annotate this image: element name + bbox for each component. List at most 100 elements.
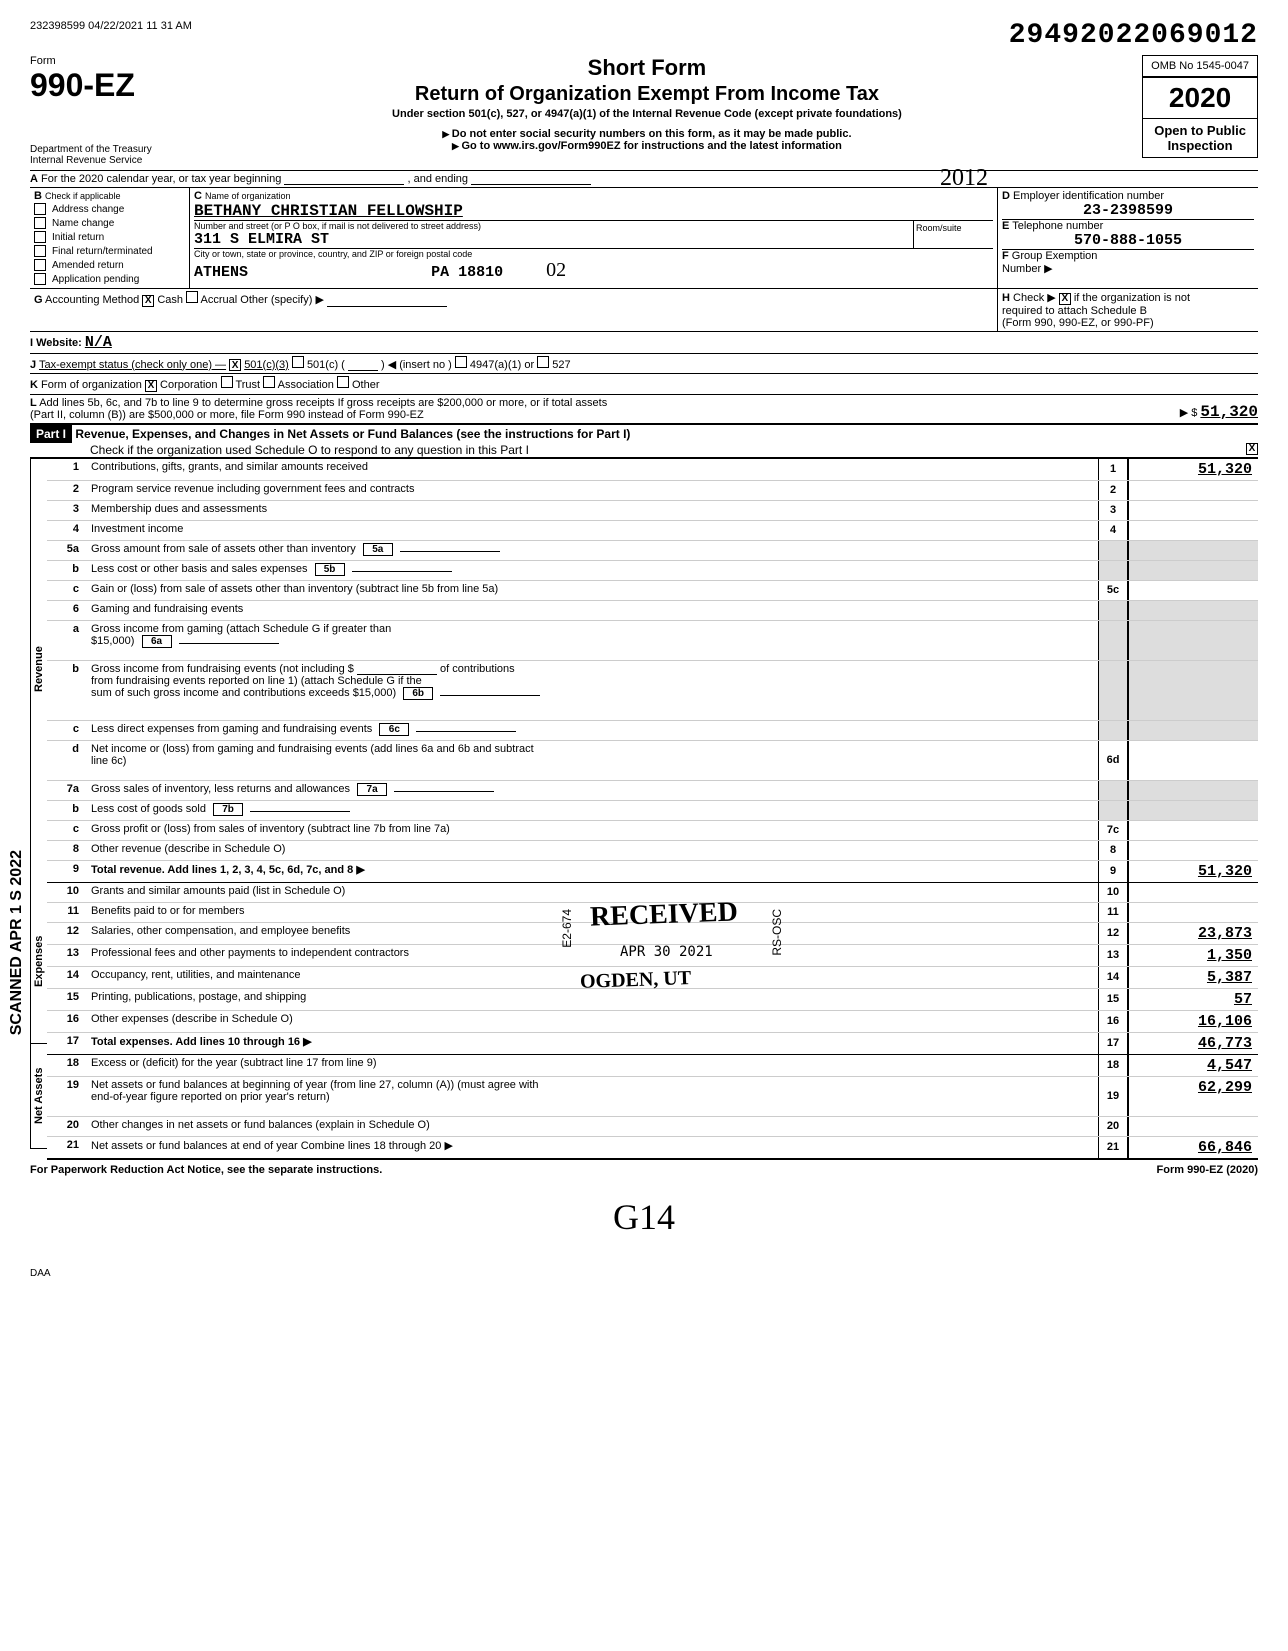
line-18: 18 Excess or (deficit) for the year (sub… <box>47 1055 1258 1077</box>
city-value: ATHENS <box>194 264 248 281</box>
line-7b-iamt[interactable] <box>250 811 350 812</box>
section-a-ending: , and ending <box>407 173 468 185</box>
j-opt1: 501(c)(3) <box>244 359 289 371</box>
header-top: 232398599 04/22/2021 11 31 AM 2949202206… <box>30 20 1258 51</box>
right-boxes: OMB No 1545-0047 2020 Open to Public Ins… <box>1142 55 1258 158</box>
line-6c-iamt[interactable] <box>416 731 516 732</box>
line-7b-ibox: 7b <box>213 803 243 816</box>
daa-label: DAA <box>30 1268 1258 1279</box>
section-j: J Tax-exempt status (check only one) — X… <box>30 354 1258 375</box>
section-c-label: C <box>194 190 202 202</box>
line-11-num: 11 <box>47 903 87 922</box>
other-specify-input[interactable] <box>327 295 447 307</box>
line-6b-contrib-input[interactable] <box>357 663 437 675</box>
line-12-desc: Salaries, other compensation, and employ… <box>87 923 1098 944</box>
section-i: I Website: N/A <box>30 332 1258 354</box>
section-gh: G Accounting Method X Cash Accrual Other… <box>30 289 1258 332</box>
checkbox-corporation[interactable]: X <box>145 380 157 392</box>
checkbox-501c[interactable] <box>292 356 304 368</box>
checkbox-name-change[interactable] <box>34 217 46 229</box>
section-b: B Check if applicable Address change Nam… <box>30 188 190 288</box>
line-4-num: 4 <box>47 521 87 540</box>
j-opt2b: ) ◀ (insert no ) <box>381 359 452 371</box>
line-5a-iamt[interactable] <box>400 551 500 552</box>
line-7c-amt <box>1128 821 1258 840</box>
checkbox-final-return[interactable] <box>34 245 46 257</box>
line-20: 20 Other changes in net assets or fund b… <box>47 1117 1258 1137</box>
section-k: K Form of organization X Corporation Tru… <box>30 374 1258 395</box>
checkbox-accrual[interactable] <box>186 291 198 303</box>
checkbox-address-change[interactable] <box>34 203 46 215</box>
line-1-box: 1 <box>1098 459 1128 480</box>
line-20-desc: Other changes in net assets or fund bala… <box>87 1117 1098 1136</box>
tax-year-begin-input[interactable] <box>284 173 404 185</box>
line-7a: 7a Gross sales of inventory, less return… <box>47 781 1258 801</box>
line-18-desc: Excess or (deficit) for the year (subtra… <box>87 1055 1098 1076</box>
line-6a-iamt[interactable] <box>179 643 279 644</box>
line-19-box: 19 <box>1098 1077 1128 1116</box>
checkbox-association[interactable] <box>263 376 275 388</box>
document-number: 29492022069012 <box>1009 20 1258 51</box>
line-10-desc: Grants and similar amounts paid (list in… <box>87 883 1098 902</box>
line-16-desc: Other expenses (describe in Schedule O) <box>87 1011 1098 1032</box>
ssn-note: Do not enter social security numbers on … <box>172 128 1122 140</box>
open-public: Open to Public Inspection <box>1142 119 1258 158</box>
line-6b: b Gross income from fundraising events (… <box>47 661 1258 721</box>
line-20-num: 20 <box>47 1117 87 1136</box>
line-5b-iamt[interactable] <box>352 571 452 572</box>
checkbox-4947[interactable] <box>455 356 467 368</box>
k-trust: Trust <box>235 379 260 391</box>
section-d-label: D <box>1002 190 1010 202</box>
line-1-amt: 51,320 <box>1128 459 1258 480</box>
line-5b-amt-shade <box>1128 561 1258 580</box>
line-6b-text1: Gross income from fundraising events (no… <box>91 663 354 675</box>
line-7a-iamt[interactable] <box>394 791 494 792</box>
section-bcdef: B Check if applicable Address change Nam… <box>30 188 1258 289</box>
line-6b-iamt[interactable] <box>440 695 540 696</box>
checkbox-trust[interactable] <box>221 376 233 388</box>
org-name: BETHANY CHRISTIAN FELLOWSHIP <box>194 202 993 220</box>
line-11-amt <box>1128 903 1258 922</box>
line-4: 4 Investment income 4 <box>47 521 1258 541</box>
line-18-num: 18 <box>47 1055 87 1076</box>
section-l-label: L <box>30 397 37 409</box>
line-19-text2: end-of-year figure reported on prior yea… <box>91 1091 1094 1103</box>
line-6d-text1: Net income or (loss) from gaming and fun… <box>91 743 1094 755</box>
section-g-text: Accounting Method <box>45 294 139 306</box>
line-6a-amt-shade <box>1128 621 1258 660</box>
cash-label: Cash <box>157 294 183 306</box>
line-21-num: 21 <box>47 1137 87 1158</box>
line-7a-num: 7a <box>47 781 87 800</box>
line-14-amt: 5,387 <box>1128 967 1258 988</box>
line-9-box: 9 <box>1098 861 1128 882</box>
line-7c: c Gross profit or (loss) from sales of i… <box>47 821 1258 841</box>
line-5b-ibox: 5b <box>315 563 345 576</box>
check-item-3: Final return/terminated <box>52 246 153 257</box>
checkbox-501c3[interactable]: X <box>229 359 241 371</box>
line-6d-num: d <box>47 741 87 780</box>
line-5a-desc: Gross amount from sale of assets other t… <box>87 541 1098 560</box>
checkbox-schedule-o[interactable]: X <box>1246 443 1258 455</box>
check-item-2: Initial return <box>52 232 104 243</box>
section-a-text: For the 2020 calendar year, or tax year … <box>41 173 281 185</box>
room-label: Room/suite <box>916 223 991 233</box>
k-assoc: Association <box>278 379 334 391</box>
checkbox-initial-return[interactable] <box>34 231 46 243</box>
checkbox-schedule-b[interactable]: X <box>1059 293 1071 305</box>
checkbox-cash[interactable]: X <box>142 295 154 307</box>
checkbox-amended-return[interactable] <box>34 259 46 271</box>
line-7b-desc: Less cost of goods sold 7b <box>87 801 1098 820</box>
scanned-stamp: SCANNED APR 1 S 2022 <box>8 850 26 1035</box>
501c-number-input[interactable] <box>348 359 378 371</box>
line-5b-num: b <box>47 561 87 580</box>
checkbox-527[interactable] <box>537 356 549 368</box>
checkbox-other-org[interactable] <box>337 376 349 388</box>
part1-label: Part I <box>30 425 72 443</box>
e2-stamp: E2-674 <box>560 909 574 948</box>
section-h-text3: required to attach Schedule B <box>1002 305 1254 317</box>
tax-year-end-input[interactable] <box>471 173 591 185</box>
section-e-label: E <box>1002 220 1009 232</box>
vert-expenses: Expenses <box>30 879 47 1044</box>
checkbox-application-pending[interactable] <box>34 273 46 285</box>
section-i-label: I <box>30 337 33 349</box>
